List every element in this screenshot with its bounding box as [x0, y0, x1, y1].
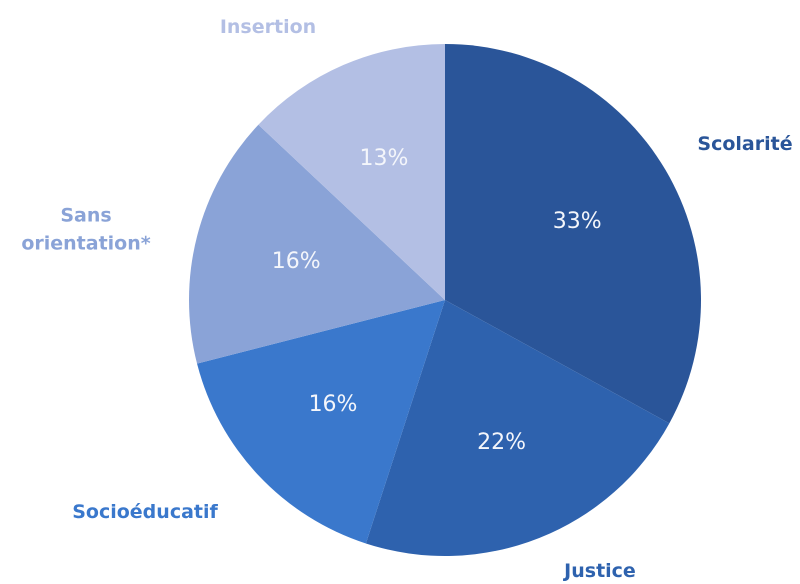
pie-slice — [445, 44, 701, 424]
pie-slice — [258, 44, 445, 300]
pie-slice — [189, 124, 445, 364]
data-label: 16% — [309, 392, 358, 417]
data-label: 33% — [553, 209, 602, 234]
pie-slice — [197, 300, 445, 544]
category-label: Socioéducatif — [72, 501, 218, 524]
category-label: Scolarité — [697, 133, 793, 156]
pie-slice — [365, 300, 670, 556]
category-label: Insertion — [219, 16, 317, 39]
category-label: Sans orientation* — [21, 204, 151, 254]
category-label: Justice — [564, 560, 636, 583]
data-label: 22% — [477, 430, 526, 455]
data-label: 13% — [360, 146, 409, 171]
data-label: 16% — [272, 249, 321, 274]
